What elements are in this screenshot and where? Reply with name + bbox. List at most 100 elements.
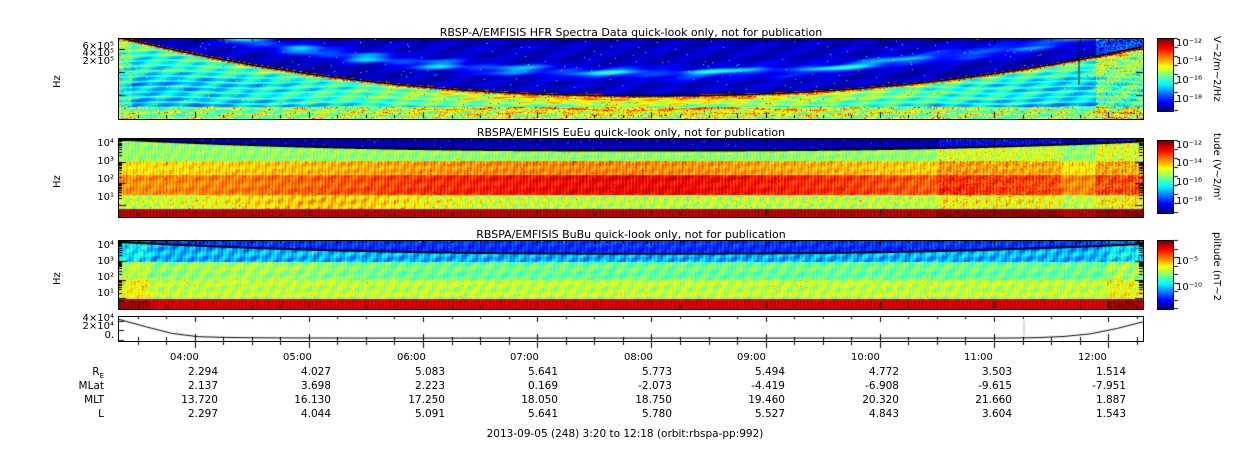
panel-3-cbtick-0: 10⁻⁵ bbox=[1176, 256, 1199, 267]
panel-4-line-plot[interactable] bbox=[119, 317, 1143, 341]
panel-2-colorbar-label: tude (V~2/m' bbox=[1211, 133, 1222, 201]
ephemeris-cell: 2.297 bbox=[187, 408, 218, 420]
time-tick-2: 06:00 bbox=[397, 352, 426, 363]
panel-2-yaxis: 10⁴ 10³ 10² 10¹ bbox=[60, 134, 116, 216]
panel-1-colorbar-gradient[interactable] bbox=[1157, 38, 1174, 112]
panel-2-colorbar-gradient[interactable] bbox=[1157, 140, 1174, 214]
panel-1-cbtick-2: 10⁻¹⁶ bbox=[1176, 75, 1203, 86]
panel-3-plot-frame[interactable] bbox=[118, 240, 1144, 310]
ephemeris-cell: 5.773 bbox=[641, 366, 672, 378]
ephemeris-row-label-mlat: MLat bbox=[78, 380, 104, 392]
ephemeris-cell: -2.073 bbox=[638, 380, 672, 392]
panel-3-cbtick-1: 10⁻¹⁰ bbox=[1176, 282, 1203, 293]
ephemeris-cell: 4.772 bbox=[868, 366, 899, 378]
panel-2-colorbar[interactable] bbox=[1157, 140, 1174, 214]
ephemeris-cell: 2.137 bbox=[187, 380, 218, 392]
ephemeris-cell: 0.169 bbox=[527, 380, 558, 392]
time-tick-5: 09:00 bbox=[737, 352, 766, 363]
ephemeris-cell: 19.460 bbox=[748, 394, 785, 406]
panel-3-colorbar[interactable] bbox=[1157, 240, 1174, 310]
panel-1-colorbar[interactable] bbox=[1157, 38, 1174, 112]
panel-3-yaxis: 10⁴ 10³ 10² 10¹ bbox=[60, 236, 116, 308]
time-tick-0: 04:00 bbox=[170, 352, 199, 363]
panel-3-ytick-0: 10⁴ bbox=[97, 240, 114, 251]
ephemeris-cell: 5.641 bbox=[527, 408, 558, 420]
ephemeris-row-label-l: L bbox=[98, 408, 104, 420]
panel-2-colorbar-label-wrap: tude (V~2/m' bbox=[1211, 133, 1250, 200]
ephemeris-row-label-re-sub: E bbox=[99, 372, 104, 381]
panel-4-yaxis: 4×10⁴ 2×10⁴ 0. bbox=[60, 313, 116, 341]
ephemeris-cell: 3.698 bbox=[300, 380, 331, 392]
panel-1-yaxis: 6×10⁵ 4×10⁵ 2×10⁵ bbox=[60, 38, 116, 118]
panel-3-ytick-3: 10¹ bbox=[97, 288, 114, 299]
ephemeris-cell: 13.720 bbox=[181, 394, 218, 406]
time-tick-3: 07:00 bbox=[510, 352, 539, 363]
ephemeris-row-label-mlt: MLT bbox=[84, 394, 104, 406]
time-axis: 04:00 05:00 06:00 07:00 08:00 09:00 10:0… bbox=[0, 352, 1250, 366]
ephemeris-cell: 5.494 bbox=[754, 366, 785, 378]
panel-1-cbtick-0: 10⁻¹² bbox=[1176, 38, 1203, 49]
ephemeris-cell: 5.641 bbox=[527, 366, 558, 378]
ephemeris-row-label-re: RE bbox=[0, 366, 104, 380]
panel-3-ytick-2: 10² bbox=[97, 272, 114, 283]
ephemeris-cell: 21.660 bbox=[975, 394, 1012, 406]
panel-2-ylabel: Hz bbox=[52, 175, 63, 188]
ephemeris-cell: 4.027 bbox=[300, 366, 331, 378]
panel-2-ytick-3: 10¹ bbox=[97, 192, 114, 203]
panel-2-cbtick-3: 10⁻¹⁸ bbox=[1176, 196, 1203, 207]
panel-2-ylabel-wrap: Hz bbox=[52, 175, 65, 199]
panel-1-plot-frame[interactable] bbox=[118, 38, 1144, 120]
panel-2-ytick-2: 10² bbox=[97, 174, 114, 185]
ephemeris-cell: 2.294 bbox=[187, 366, 218, 378]
panel-3-spectrogram[interactable] bbox=[119, 241, 1143, 309]
ephemeris-cell: -7.951 bbox=[1092, 380, 1126, 392]
ephemeris-cell: -6.908 bbox=[865, 380, 899, 392]
panel-2-ytick-1: 10³ bbox=[97, 156, 114, 167]
panel-3-ylabel-wrap: Hz bbox=[52, 272, 65, 296]
panel-1-spectrogram[interactable] bbox=[119, 39, 1143, 119]
ephemeris-cell: 5.780 bbox=[641, 408, 672, 420]
ephemeris-cell: 20.320 bbox=[862, 394, 899, 406]
ephemeris-cell: 4.843 bbox=[868, 408, 899, 420]
panel-3-colorbar-gradient[interactable] bbox=[1157, 240, 1174, 310]
ephemeris-cell: -4.419 bbox=[751, 380, 785, 392]
panel-3-colorbar-label: plitude (nT~2 bbox=[1211, 232, 1222, 301]
panel-2-cbtick-1: 10⁻¹⁴ bbox=[1176, 158, 1203, 169]
time-tick-1: 05:00 bbox=[283, 352, 312, 363]
panel-2-cbtick-0: 10⁻¹² bbox=[1176, 140, 1203, 151]
panel-1-colorbar-label: V~2/m~2/Hz bbox=[1211, 36, 1222, 102]
panel-2-spectrogram[interactable] bbox=[119, 139, 1143, 217]
panel-1-cbtick-1: 10⁻¹⁴ bbox=[1176, 56, 1203, 67]
panel-4-plot-frame[interactable] bbox=[118, 316, 1144, 342]
ephemeris-cell: 18.750 bbox=[635, 394, 672, 406]
ephemeris-cell: 2.223 bbox=[414, 380, 445, 392]
ephemeris-cell: 16.130 bbox=[294, 394, 331, 406]
time-tick-6: 10:00 bbox=[851, 352, 880, 363]
ephemeris-cell: -9.615 bbox=[978, 380, 1012, 392]
ephemeris-cell: 1.514 bbox=[1095, 366, 1126, 378]
panel-3-ylabel: Hz bbox=[52, 272, 63, 285]
time-tick-7: 11:00 bbox=[964, 352, 993, 363]
panel-1-cbtick-3: 10⁻¹⁸ bbox=[1176, 94, 1203, 105]
ephemeris-cell: 1.543 bbox=[1095, 408, 1126, 420]
ephemeris-cell: 3.604 bbox=[981, 408, 1012, 420]
ephemeris-cell: 1.887 bbox=[1095, 394, 1126, 406]
panel-4-ytick-2: 0. bbox=[104, 330, 114, 341]
panel-1-ytick-2: 2×10⁵ bbox=[82, 56, 114, 67]
panel-1-ylabel-wrap: Hz bbox=[52, 75, 65, 99]
panel-2-ytick-0: 10⁴ bbox=[97, 138, 114, 149]
ephemeris-cell: 5.527 bbox=[754, 408, 785, 420]
figure-caption: 2013-09-05 (248) 3:20 to 12:18 (orbit:rb… bbox=[486, 428, 764, 440]
panel-1-colorbar-label-wrap: V~2/m~2/Hz bbox=[1211, 36, 1250, 102]
ephemeris-cell: 5.083 bbox=[414, 366, 445, 378]
panel-2-cbtick-2: 10⁻¹⁶ bbox=[1176, 177, 1203, 188]
panel-2-plot-frame[interactable] bbox=[118, 138, 1144, 218]
ephemeris-cell: 17.250 bbox=[408, 394, 445, 406]
time-tick-4: 08:00 bbox=[624, 352, 653, 363]
ephemeris-cell: 3.503 bbox=[981, 366, 1012, 378]
ephemeris-row-label-re-text: R bbox=[92, 366, 100, 378]
ephemeris-cell: 18.050 bbox=[521, 394, 558, 406]
panel-3-colorbar-label-wrap: plitude (nT~2 bbox=[1211, 232, 1250, 301]
ephemeris-cell: 4.044 bbox=[300, 408, 331, 420]
panel-3-ytick-1: 10³ bbox=[97, 256, 114, 267]
